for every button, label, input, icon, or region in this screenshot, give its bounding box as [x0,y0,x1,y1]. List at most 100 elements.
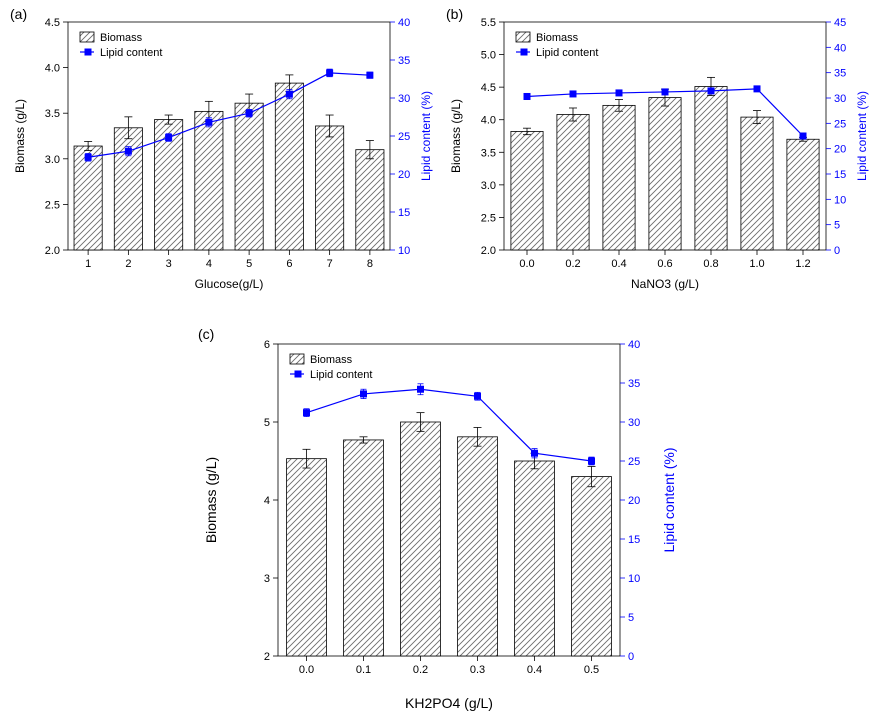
legend-line-label: Lipid content [310,369,372,381]
biomass-bar [511,131,543,250]
y-right-axis-label: Lipid content (%) [419,91,433,181]
yright-tick-label: 40 [628,339,640,351]
yright-tick-label: 10 [398,245,410,257]
legend-line-label: Lipid content [536,47,598,59]
yleft-tick-label: 4.0 [481,115,496,127]
yright-tick-label: 20 [834,144,846,156]
panel-b: (b) 2.0 2.5 3.0 3.5 4.0 4.5 5.0 5.5 0 5 10 15 20 25 30… [446,4,876,294]
yright-tick-label: 40 [834,42,846,54]
biomass-bar [649,98,681,250]
biomass-bar [356,150,384,250]
panel-a: (a) 2.02.53.03.54.04.5101520253035401234… [10,4,440,294]
yright-tick-label: 35 [398,55,410,67]
yright-tick-label: 0 [628,651,634,663]
x-tick-label: 5 [246,258,252,270]
x-axis-label: Glucose(g/L) [195,277,264,291]
yright-tick-label: 15 [398,207,410,219]
panel-c: (c) 2345605101520253035400.00.10.20.30.4… [198,324,688,714]
yright-tick-label: 10 [628,573,640,585]
biomass-bar [787,139,819,250]
biomass-bar [603,105,635,250]
yright-tick-label: 10 [834,194,846,206]
yleft-tick-label: 4 [264,495,270,507]
legend-line-label: Lipid content [100,47,162,59]
yleft-tick-label: 5 [264,417,270,429]
chart-svg: 2.0 2.5 3.0 3.5 4.0 4.5 5.0 5.5 0 5 10 15 20 25 30 35 40… [446,4,876,294]
panel-label: (c) [198,326,214,342]
yleft-tick-label: 2.5 [45,199,60,211]
x-tick-label: 7 [327,258,333,270]
legend-bar-label: Biomass [100,32,143,44]
chart-svg: 2.02.53.03.54.04.51015202530354012345678… [10,4,440,294]
yright-tick-label: 45 [834,17,846,29]
biomass-bar [195,111,223,250]
x-tick-label: 6 [286,258,292,270]
yleft-tick-label: 3.0 [481,180,496,192]
yleft-tick-label: 3.0 [45,154,60,166]
legend-bar-swatch [516,32,530,42]
x-tick-label: 3 [166,258,172,270]
legend-bar-label: Biomass [536,32,579,44]
biomass-bar [695,86,727,250]
y-left-axis-label: Biomass (g/L) [203,457,219,543]
yleft-tick-label: 2.0 [481,245,496,257]
yright-tick-label: 25 [398,131,410,143]
yleft-tick-label: 2 [264,651,270,663]
biomass-bar [287,459,327,656]
yright-tick-label: 40 [398,17,410,29]
y-right-axis-label: Lipid content (%) [855,91,869,181]
yright-tick-label: 15 [834,169,846,181]
yright-tick-label: 25 [628,456,640,468]
x-tick-label: 0.4 [611,258,626,270]
yright-tick-label: 0 [834,245,840,257]
yright-tick-label: 25 [834,118,846,130]
biomass-bar [401,422,441,656]
yright-tick-label: 15 [628,534,640,546]
x-tick-label: 8 [367,258,373,270]
biomass-bar [235,103,263,250]
chart-svg: 2345605101520253035400.00.10.20.30.40.5K… [198,324,688,714]
x-tick-label: 0.6 [657,258,672,270]
yleft-tick-label: 2.0 [45,245,60,257]
biomass-bar [275,83,303,250]
x-tick-label: 0.2 [413,664,428,676]
yleft-tick-label: 5.5 [481,17,496,29]
biomass-bar [458,437,498,656]
biomass-bar [515,461,555,656]
yleft-tick-label: 4.0 [45,63,60,75]
yright-tick-label: 30 [398,93,410,105]
x-tick-label: 0.1 [356,664,371,676]
x-tick-label: 0.0 [299,664,314,676]
yleft-tick-label: 4.5 [481,82,496,94]
yright-tick-label: 5 [628,612,634,624]
yright-tick-label: 35 [834,68,846,80]
yright-tick-label: 35 [628,378,640,390]
yleft-tick-label: 3.5 [481,147,496,159]
legend-bar-label: Biomass [310,354,353,366]
yleft-tick-label: 6 [264,339,270,351]
x-tick-label: 0.2 [565,258,580,270]
x-tick-label: 0.8 [703,258,718,270]
x-tick-label: 0.5 [584,664,599,676]
x-tick-label: 0.4 [527,664,542,676]
yleft-tick-label: 3.5 [45,108,60,120]
biomass-bar [114,128,142,250]
yright-tick-label: 30 [834,93,846,105]
x-tick-label: 2 [125,258,131,270]
yleft-tick-label: 5.0 [481,50,496,62]
y-right-axis-label: Lipid content (%) [661,447,677,552]
yright-tick-label: 30 [628,417,640,429]
yleft-tick-label: 2.5 [481,212,496,224]
yright-tick-label: 20 [628,495,640,507]
x-axis-label: NaNO3 (g/L) [631,277,699,291]
yright-tick-label: 5 [834,220,840,232]
y-left-axis-label: Biomass (g/L) [449,99,463,173]
legend-bar-swatch [80,32,94,42]
biomass-bar [557,115,589,250]
biomass-bar [344,440,384,656]
panel-label: (b) [446,6,463,22]
x-tick-label: 4 [206,258,212,270]
biomass-bar [572,477,612,656]
biomass-bar [316,126,344,250]
biomass-bar [741,117,773,250]
